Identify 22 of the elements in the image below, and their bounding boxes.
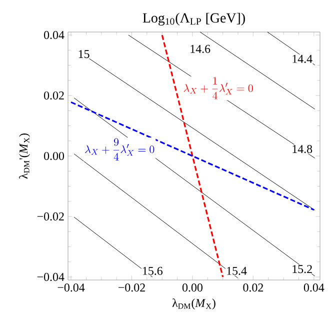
series-label: $\lambda_X+\frac{9}{4}\lambda_X'=0$ [85, 138, 154, 160]
annotation: 14.4 [292, 54, 312, 63]
annotation: 14.6 [190, 44, 210, 53]
y-axis-title: λ$_{DM}$'(M$_{X}$) [19, 134, 30, 179]
y-tick-label: 0.00 [44, 152, 64, 160]
x-tick-label: 0.02 [243, 284, 263, 292]
annotation: 15.2 [292, 265, 312, 274]
chart-title: Log$_{10}$(Λ$_{LP}$ [GeV]) [142, 12, 245, 26]
x-tick-label: 0.04 [304, 284, 324, 292]
y-tick-label: 0.02 [44, 91, 64, 100]
annotation: 15 [78, 50, 90, 58]
series-label: $\lambda_X+\frac{1}{4}\lambda_X'=0$ [184, 77, 253, 100]
x-tick-label: −0.02 [118, 284, 145, 292]
x-axis-title: λ$_{DM}$(M$_{X}$) [172, 298, 216, 310]
y-tick-label: 0.04 [44, 30, 64, 40]
y-tick-label: −0.02 [37, 212, 64, 221]
x-tick-label: −0.04 [58, 284, 85, 292]
x-tick-label: 0.00 [182, 284, 202, 292]
y-tick-label: −0.04 [37, 272, 64, 282]
annotation: 14.8 [292, 144, 312, 154]
annotation: 15.4 [227, 266, 247, 275]
annotation: 15.6 [142, 266, 163, 275]
